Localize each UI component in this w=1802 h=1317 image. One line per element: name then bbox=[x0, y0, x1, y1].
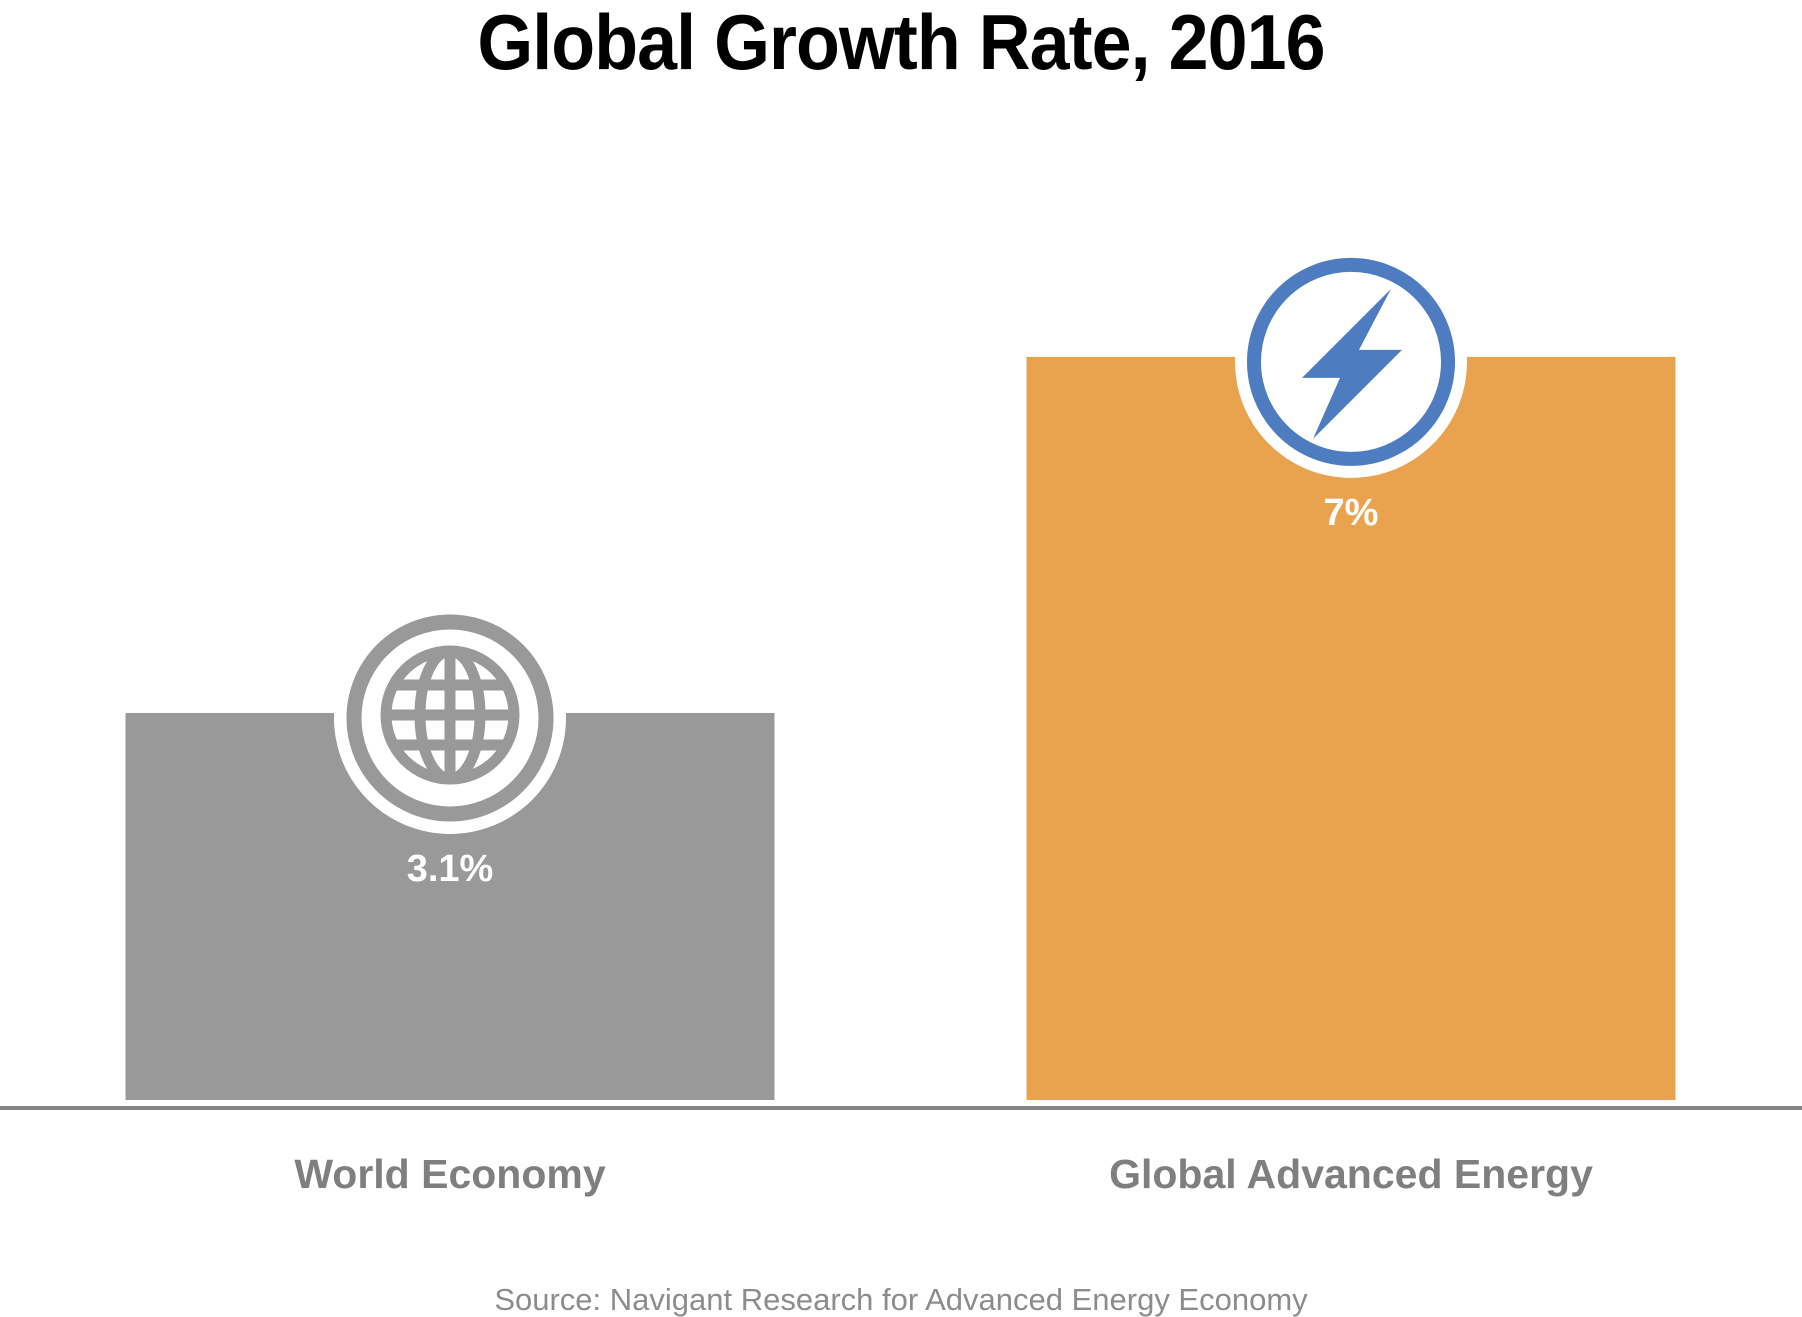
category-label-world-economy: World Economy bbox=[294, 1151, 606, 1197]
globe-glyph bbox=[380, 645, 520, 785]
lightning-bolt-glyph bbox=[1302, 288, 1402, 439]
data-label-global-advanced-energy: 7% bbox=[1324, 492, 1379, 534]
data-label-world-economy: 3.1% bbox=[407, 848, 494, 890]
source-note: Source: Navigant Research for Advanced E… bbox=[494, 1282, 1308, 1317]
chart-title: Global Growth Rate, 2016 bbox=[477, 0, 1325, 86]
globe-icon bbox=[334, 601, 566, 834]
category-label-global-advanced-energy: Global Advanced Energy bbox=[1109, 1151, 1593, 1197]
bar-global-advanced-energy bbox=[1026, 356, 1676, 1100]
lightning-bolt-icon bbox=[1235, 245, 1467, 478]
icon-ring bbox=[346, 614, 554, 822]
